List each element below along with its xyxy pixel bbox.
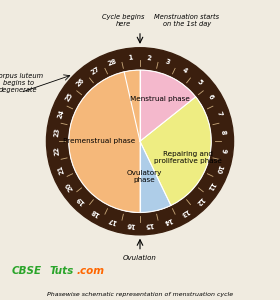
Text: 23: 23	[53, 127, 60, 137]
Text: Ovulation: Ovulation	[123, 255, 157, 261]
Text: .com: .com	[77, 266, 105, 277]
Text: Menstruation starts
on the 1st day: Menstruation starts on the 1st day	[154, 14, 219, 27]
Text: 14: 14	[162, 216, 173, 225]
Text: 19: 19	[75, 195, 86, 206]
Text: 12: 12	[194, 195, 205, 206]
Text: 10: 10	[215, 164, 223, 174]
Text: Menstrual phase: Menstrual phase	[130, 96, 190, 102]
Text: 6: 6	[207, 93, 215, 100]
Text: 20: 20	[64, 180, 74, 191]
Text: Premenstrual phase: Premenstrual phase	[63, 138, 135, 144]
Text: 1: 1	[128, 55, 133, 61]
Circle shape	[46, 48, 234, 235]
Text: 5: 5	[195, 78, 203, 86]
Text: 9: 9	[220, 148, 227, 153]
Text: 27: 27	[90, 65, 101, 75]
Text: 13: 13	[179, 207, 190, 217]
Wedge shape	[124, 141, 171, 212]
Circle shape	[69, 70, 211, 212]
Text: 3: 3	[164, 59, 171, 66]
Text: 22: 22	[53, 146, 60, 156]
Text: 4: 4	[181, 67, 188, 74]
Text: 15: 15	[144, 221, 154, 228]
Text: 28: 28	[107, 58, 118, 67]
Text: 2: 2	[147, 55, 152, 61]
Text: 17: 17	[107, 216, 118, 225]
Text: 24: 24	[57, 108, 65, 119]
Text: 16: 16	[126, 221, 136, 228]
Text: 7: 7	[215, 110, 223, 117]
Text: 21: 21	[57, 164, 65, 174]
Text: Cycle begins
here: Cycle begins here	[102, 14, 144, 27]
Text: 18: 18	[90, 207, 101, 217]
Wedge shape	[69, 70, 140, 212]
Text: Corpus luteum
begins to
degenerate: Corpus luteum begins to degenerate	[0, 73, 43, 94]
Text: 25: 25	[64, 91, 74, 102]
Wedge shape	[140, 97, 211, 211]
Text: CBSE: CBSE	[11, 266, 41, 277]
Text: 26: 26	[75, 77, 86, 88]
Text: 8: 8	[220, 129, 227, 134]
Text: Tuts: Tuts	[49, 266, 73, 277]
Text: Repairing and
proliferative phase: Repairing and proliferative phase	[154, 152, 221, 164]
Text: Phasewise schematic representation of menstruation cycle: Phasewise schematic representation of me…	[47, 292, 233, 297]
Text: Ovulatory
phase: Ovulatory phase	[126, 170, 162, 183]
Text: 11: 11	[206, 180, 216, 191]
Wedge shape	[140, 70, 204, 141]
